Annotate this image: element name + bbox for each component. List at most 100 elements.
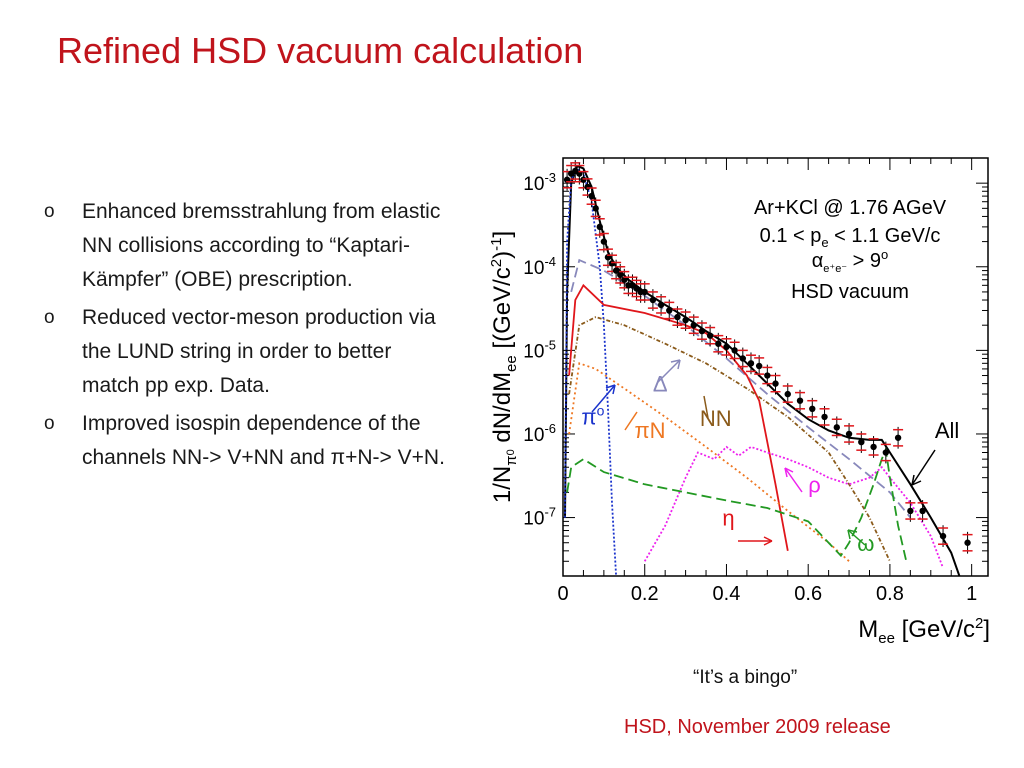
label-arrows	[591, 359, 936, 546]
bullet-item: o Improved isospin dependence of the cha…	[40, 407, 450, 475]
curve-series	[568, 283, 789, 551]
data-point	[962, 531, 973, 554]
curve-label-series: η	[722, 506, 734, 531]
data-point	[880, 441, 891, 464]
bullet-text: Improved isospin dependence of the chann…	[82, 412, 445, 469]
curve-nn	[568, 316, 891, 562]
data-point	[611, 259, 622, 282]
x-tick-label: 0.2	[631, 583, 659, 605]
data-point	[762, 364, 773, 387]
data-point	[770, 372, 781, 395]
arrow-all	[911, 449, 936, 486]
arrowhead-all	[911, 474, 922, 486]
data-point	[713, 332, 724, 355]
arrow-delta	[657, 359, 681, 383]
curve-label-nn: NN	[700, 406, 732, 431]
data-point	[831, 416, 842, 439]
data-point	[754, 355, 765, 377]
arrowhead-rho	[784, 467, 794, 478]
curve-label-all: All	[935, 418, 959, 443]
annotation-line-2: 0.1 < pe < 1.1 GeV/c	[760, 225, 941, 250]
plot-frame	[562, 157, 989, 577]
bullet-marker: o	[44, 201, 55, 222]
data-point	[688, 314, 699, 337]
bullet-text: Enhanced bremsstrahlung from elastic NN …	[82, 200, 441, 291]
y-tick-label: 10-5	[523, 337, 556, 362]
x-tick-labels: 0 0.2 0.4 0.6 0.8 1	[557, 583, 977, 605]
bullet-text: Reduced vector-meson production via the …	[82, 306, 436, 397]
data-point	[745, 352, 756, 375]
release-note: HSD, November 2009 release	[624, 716, 891, 738]
annotation-box: Ar+KCl @ 1.76 AGeV 0.1 < pe < 1.1 GeV/c …	[754, 197, 947, 303]
annotation-line-4: HSD vacuum	[791, 281, 909, 303]
data-point	[729, 339, 740, 362]
data-point	[607, 252, 618, 275]
y-tick-label: 10-6	[523, 421, 556, 446]
x-tick-label: 0.4	[713, 583, 741, 605]
bullet-list: o Enhanced bremsstrahlung from elastic N…	[40, 195, 450, 479]
data-point	[705, 324, 716, 347]
data-point	[664, 299, 675, 322]
x-tick-label: 0.8	[876, 583, 904, 605]
y-tick-labels: 10-7 10-6 10-5 10-4 10-3	[523, 170, 556, 529]
data-point	[819, 406, 830, 428]
curve-series	[570, 258, 912, 519]
data-point	[893, 426, 904, 449]
data-point	[938, 525, 949, 548]
bullet-item: o Reduced vector-meson production via th…	[40, 301, 450, 403]
data-point	[905, 500, 916, 522]
slide-title: Refined HSD vacuum calculation	[57, 30, 584, 71]
data-point	[782, 383, 793, 405]
data-point	[795, 389, 806, 412]
dielectron-mass-spectrum-chart: 10-7 10-6 10-5 10-4 10-3 0 0.2 0.4 0.6 0.8 1 Ar+K…	[488, 157, 990, 647]
data-point	[868, 436, 879, 458]
arrowhead-delta	[670, 359, 681, 370]
arrow-rho	[784, 467, 803, 493]
data-point	[844, 423, 855, 445]
data-point	[639, 281, 650, 303]
curve-label-series: Δ	[653, 372, 668, 397]
data-point	[586, 185, 597, 208]
arrow-omega	[847, 529, 866, 546]
curve-n	[568, 362, 850, 562]
data-points	[563, 160, 973, 554]
data-point	[737, 347, 748, 370]
curve-label-series: ρ	[808, 472, 821, 497]
arrow-pi0	[591, 384, 616, 413]
annotation-line-3: αe⁺e⁻ > 9o	[812, 247, 889, 275]
x-axis-label: Mee [GeV/c2]	[858, 615, 990, 647]
data-point	[917, 500, 928, 522]
data-point	[619, 268, 630, 291]
arrow-NN	[703, 395, 709, 419]
arrowhead-eta	[763, 536, 773, 546]
bullet-marker: o	[44, 307, 55, 328]
y-tick-label: 10-4	[523, 254, 556, 279]
arrow-piN	[624, 411, 638, 431]
data-point	[590, 197, 601, 220]
data-point	[615, 263, 626, 286]
data-point	[647, 289, 658, 311]
data-point	[598, 230, 609, 253]
arrowhead-omega	[847, 529, 858, 540]
caption: “It’s a bingo”	[693, 667, 798, 688]
x-tick-label: 0	[557, 583, 568, 605]
data-point	[672, 306, 683, 328]
data-point	[807, 397, 818, 420]
data-point	[856, 431, 867, 453]
x-tick-label: 0.6	[794, 583, 822, 605]
curve-label-series: ω	[857, 531, 874, 556]
data-point	[594, 215, 605, 238]
plot-area	[562, 157, 989, 577]
bullet-item: o Enhanced bremsstrahlung from elastic N…	[40, 195, 450, 297]
data-point	[680, 309, 691, 332]
x-tick-label: 1	[966, 583, 977, 605]
y-tick-label: 10-7	[523, 505, 556, 530]
data-point	[656, 293, 667, 316]
arrowhead-pi0	[605, 384, 616, 395]
annotation-line-1: Ar+KCl @ 1.76 AGeV	[754, 197, 947, 219]
bullet-marker: o	[44, 413, 55, 434]
curve-label-n: πN	[635, 418, 666, 443]
data-point	[696, 320, 707, 342]
y-axis-label: 1/Nπ0 dN/dMee [(GeV/c2)-1]	[488, 231, 520, 503]
